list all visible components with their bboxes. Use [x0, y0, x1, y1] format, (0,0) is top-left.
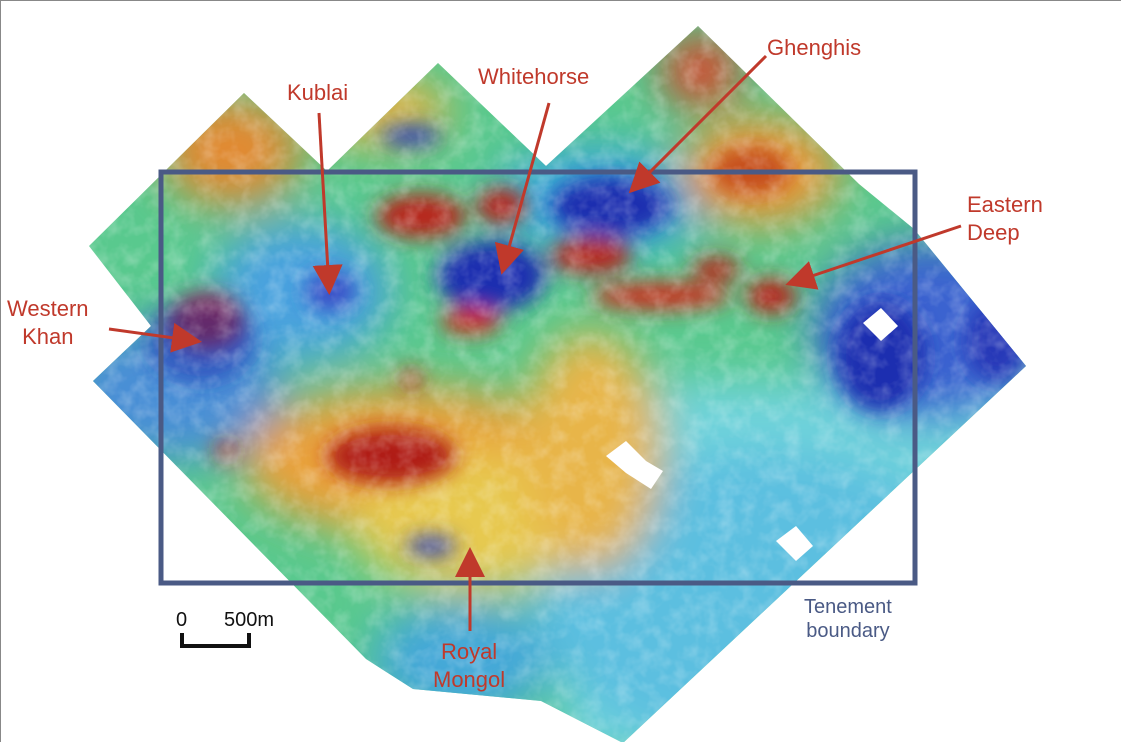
royal-mongol-label-line2: Mongol	[433, 667, 506, 692]
scale-start-label: 0	[176, 609, 188, 631]
western-khan-label-line2: Khan	[22, 324, 74, 349]
ghenghis-arrow	[628, 54, 768, 194]
scale-end-label: 500m	[224, 609, 275, 631]
western-khan-label: Western Khan	[7, 295, 89, 351]
eastern-deep-label-line1: Eastern	[967, 192, 1043, 217]
eastern-deep-label-line2: Deep	[967, 220, 1020, 245]
leader-arrows	[108, 54, 962, 631]
whitehorse-arrow	[494, 102, 551, 275]
boundary-label-line1: Tenement	[804, 596, 892, 618]
tenement-boundary-rect	[158, 169, 918, 586]
kublai-label: Kublai	[287, 80, 349, 105]
scale-bar	[180, 633, 251, 648]
eastern-deep-arrow	[785, 224, 962, 290]
royal-mongol-label-line1: Royal	[440, 639, 498, 664]
tenement-boundary-label: Tenement boundary	[804, 595, 892, 643]
ghenghis-label: Ghenghis	[767, 35, 862, 60]
royal-mongol-label: Royal Mongol	[433, 638, 505, 694]
whitehorse-label: Whitehorse	[478, 64, 590, 89]
western-khan-label-line1: Western	[7, 296, 89, 321]
boundary-label-line2: boundary	[806, 620, 890, 642]
eastern-deep-label: Eastern Deep	[967, 191, 1043, 247]
western-khan-arrow	[108, 322, 202, 353]
kublai-arrow	[312, 112, 343, 295]
